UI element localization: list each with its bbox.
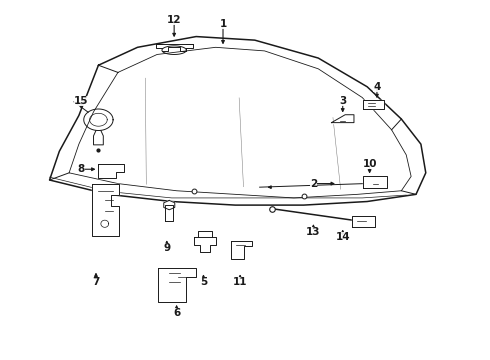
Polygon shape xyxy=(231,241,252,259)
Polygon shape xyxy=(69,47,411,198)
Text: 3: 3 xyxy=(339,96,346,106)
Text: 13: 13 xyxy=(306,227,320,237)
Text: 7: 7 xyxy=(92,277,99,287)
Text: 4: 4 xyxy=(373,82,381,92)
Text: 6: 6 xyxy=(173,308,180,318)
Polygon shape xyxy=(164,201,175,210)
Polygon shape xyxy=(158,268,196,302)
Polygon shape xyxy=(363,176,387,188)
Text: 2: 2 xyxy=(310,179,317,189)
Text: 10: 10 xyxy=(362,159,377,169)
Polygon shape xyxy=(92,184,120,236)
Polygon shape xyxy=(98,163,124,178)
Text: 8: 8 xyxy=(78,164,85,174)
Text: 14: 14 xyxy=(336,232,350,242)
Polygon shape xyxy=(352,216,375,226)
Text: 9: 9 xyxy=(163,243,171,253)
Text: 15: 15 xyxy=(74,96,89,106)
Text: 1: 1 xyxy=(220,19,227,29)
Polygon shape xyxy=(194,237,216,252)
Text: 12: 12 xyxy=(167,15,181,26)
Polygon shape xyxy=(49,37,426,205)
Polygon shape xyxy=(165,205,173,221)
Polygon shape xyxy=(331,115,354,123)
Text: 11: 11 xyxy=(233,277,247,287)
Polygon shape xyxy=(363,100,384,109)
Text: 5: 5 xyxy=(200,277,207,287)
